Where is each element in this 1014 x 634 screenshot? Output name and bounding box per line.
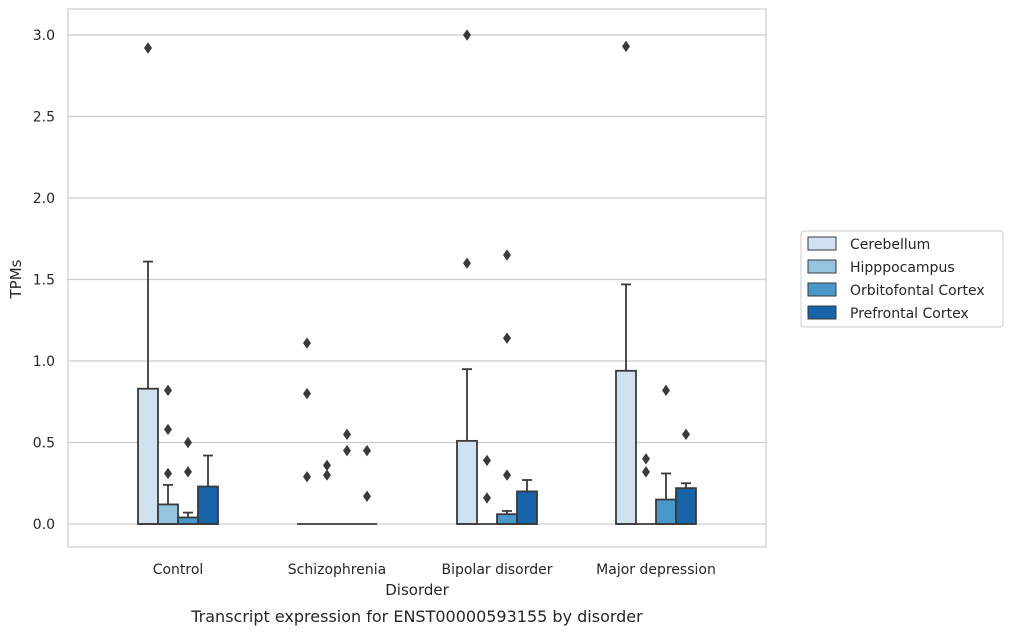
box-group xyxy=(317,459,337,525)
box xyxy=(157,503,179,525)
box-group xyxy=(357,444,377,525)
legend-entry: Prefrontal Cortex xyxy=(850,306,969,322)
y-tick-labels: 0.0 0.5 1.0 1.5 2.0 2.5 3.0 xyxy=(33,28,55,533)
box-group xyxy=(675,428,697,525)
y-tick-label: 0.5 xyxy=(33,436,55,452)
y-tick-label: 0.0 xyxy=(33,517,55,533)
box-group xyxy=(477,454,497,525)
outlier-point xyxy=(463,29,471,41)
box-group xyxy=(337,428,357,525)
box xyxy=(456,439,478,525)
outlier-point xyxy=(642,453,650,465)
box xyxy=(655,498,677,525)
outlier-point xyxy=(662,384,670,397)
box-series xyxy=(137,29,697,525)
x-tick-label: Major depression xyxy=(596,562,716,578)
outlier-point xyxy=(503,249,511,261)
y-tick-label: 1.0 xyxy=(33,354,55,370)
box-group xyxy=(137,42,159,525)
outlier-point xyxy=(323,469,331,481)
outlier-point xyxy=(483,454,491,467)
outlier-point xyxy=(164,423,172,436)
box-group xyxy=(615,40,637,525)
outlier-point xyxy=(483,492,491,504)
box xyxy=(177,516,199,525)
box-group xyxy=(636,453,656,525)
x-axis-label: Disorder xyxy=(385,581,449,599)
outlier-point xyxy=(303,471,311,483)
outlier-point xyxy=(303,387,311,400)
box-group xyxy=(197,454,219,525)
outlier-point xyxy=(164,384,172,397)
outlier-point xyxy=(184,466,192,478)
outlier-point xyxy=(363,490,371,502)
box xyxy=(615,369,637,525)
outlier-point xyxy=(343,428,351,441)
y-tick-label: 3.0 xyxy=(33,28,55,44)
legend-frame xyxy=(800,230,1004,328)
x-tick-labels: Control Schizophrenia Bipolar disorder Majo… xyxy=(153,562,716,578)
legend-swatch xyxy=(807,236,837,251)
y-tick-label: 2.0 xyxy=(33,191,55,207)
outlier-point xyxy=(622,40,630,53)
legend: Cerebellum Hipppocampus Orbitofontal Corte… xyxy=(800,230,1004,328)
box-group xyxy=(496,249,518,525)
box-group xyxy=(456,29,478,525)
chart-caption: Transcript expression for ENST0000059315… xyxy=(190,607,643,626)
legend-swatch xyxy=(807,259,837,274)
box-group xyxy=(297,337,317,525)
outlier-point xyxy=(343,444,351,457)
outlier-point xyxy=(642,466,650,478)
legend-entry: Hipppocampus xyxy=(850,260,955,276)
x-tick-label: Control xyxy=(153,562,204,578)
outlier-point xyxy=(303,337,311,349)
box xyxy=(675,487,697,525)
outlier-point xyxy=(682,428,690,441)
box xyxy=(516,490,538,525)
outlier-point xyxy=(144,42,152,54)
x-tick-label: Schizophrenia xyxy=(288,562,386,578)
y-axis-label: TPMs xyxy=(7,259,25,299)
plot-background xyxy=(67,8,767,548)
box-group xyxy=(177,436,199,525)
legend-entry: Orbitofontal Cortex xyxy=(850,283,985,299)
box-group xyxy=(157,384,179,525)
outlier-point xyxy=(503,469,511,481)
box-group xyxy=(516,479,538,525)
outlier-point xyxy=(323,459,331,472)
y-tick-label: 2.5 xyxy=(33,110,55,126)
legend-swatch xyxy=(807,282,837,297)
outlier-point xyxy=(503,332,511,344)
outlier-point xyxy=(363,444,371,457)
legend-entry: Cerebellum xyxy=(850,237,930,253)
box xyxy=(197,485,219,525)
legend-swatch xyxy=(807,305,837,320)
outlier-point xyxy=(164,467,172,480)
box xyxy=(137,387,159,525)
outlier-point xyxy=(463,257,471,269)
box xyxy=(496,513,518,525)
outlier-point xyxy=(184,436,192,449)
x-tick-label: Bipolar disorder xyxy=(441,562,552,578)
y-tick-label: 1.5 xyxy=(33,273,55,289)
